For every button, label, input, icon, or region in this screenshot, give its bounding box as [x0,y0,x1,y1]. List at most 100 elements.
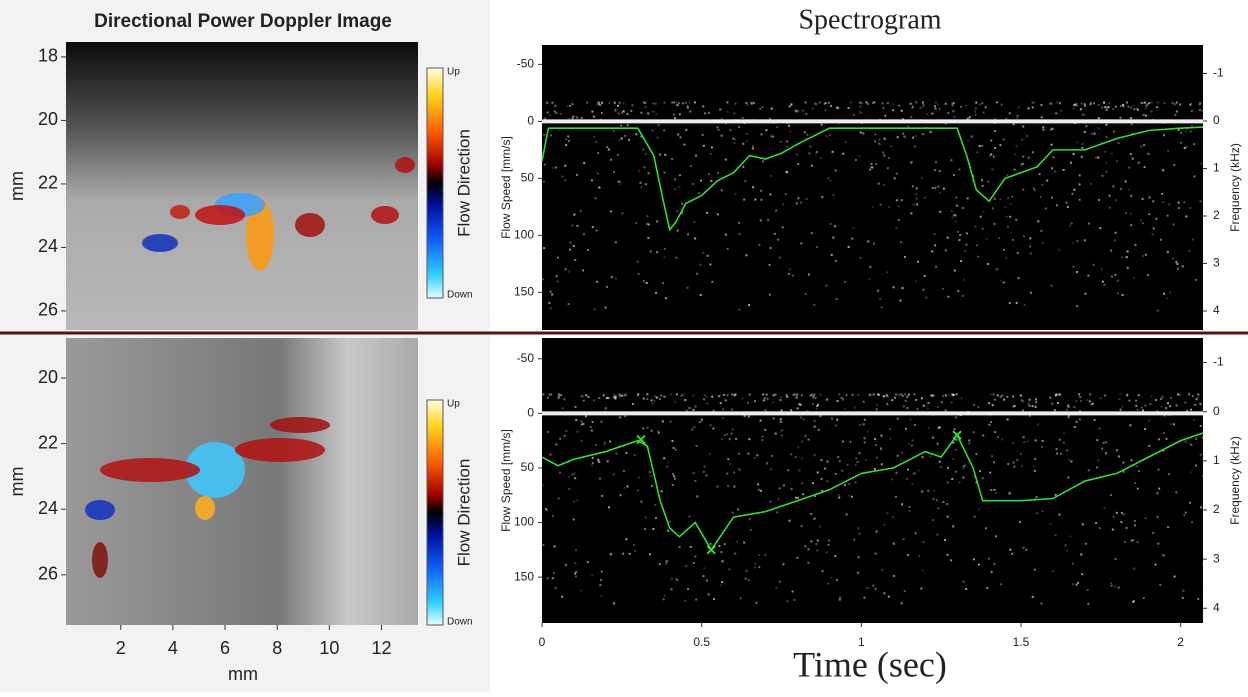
speckle-dot [991,207,994,210]
speckle-dot [1193,143,1196,146]
x-tick-label: 2 [1177,635,1184,649]
speckle-dot [825,284,828,287]
speckle-dot [591,225,594,228]
speckle-dot [593,135,596,138]
speckle-dot [1033,464,1036,467]
speckle-dot [764,409,767,412]
speckle-dot [675,256,678,259]
speckle-dot [966,197,969,200]
speckle-dot [741,397,744,400]
speckle-dot [663,101,666,104]
speckle-dot [1190,124,1193,127]
speckle-dot [1183,147,1186,150]
speckle-dot [1174,113,1177,116]
speckle-dot [653,399,656,402]
speckle-dot [845,394,848,397]
speckle-dot [1101,447,1104,450]
speckle-dot [652,102,655,105]
speckle-dot [614,241,617,244]
speckle-dot [1134,524,1137,527]
speckle-dot [880,448,883,451]
speckle-dot [1198,103,1201,106]
speckle-dot [934,161,937,164]
speckle-dot [563,398,566,401]
speckle-dot [799,404,802,407]
speckle-dot [568,140,571,143]
speckle-dot [716,172,719,175]
speckle-dot [1144,107,1147,110]
speckle-dot [1097,103,1100,106]
speckle-dot [1012,461,1015,464]
speckle-dot [674,477,677,480]
speckle-dot [1080,101,1083,104]
speckle-dot [803,131,806,134]
speckle-dot [1108,206,1111,209]
speckle-dot [733,142,736,145]
speckle-dot [939,466,942,469]
speckle-dot [986,586,989,589]
speckle-dot [1050,143,1053,146]
speckle-dot [767,219,770,222]
speckle-dot [839,596,842,599]
speckle-dot [665,560,668,563]
speckle-dot [1087,222,1090,225]
speckle-dot [1069,161,1072,164]
speckle-dot [988,557,991,560]
speckle-dot [795,110,798,113]
speckle-dot [613,171,616,174]
speckle-dot [702,251,705,254]
speckle-dot [804,545,807,548]
speckle-dot [912,136,915,139]
speckle-dot [644,442,647,445]
speckle-dot [946,553,949,556]
speckle-dot [764,553,767,556]
speckle-dot [1181,265,1184,268]
speckle-dot [780,429,783,432]
speckle-dot [994,118,997,121]
speckle-dot [958,239,961,242]
speckle-dot [981,227,984,230]
speckle-dot [757,488,760,491]
speckle-dot [688,101,691,104]
speckle-dot [999,179,1002,182]
speckle-dot [701,133,704,136]
speckle-dot [1022,546,1025,549]
speckle-dot [838,598,841,601]
speckle-dot [1020,453,1023,456]
speckle-dot [1145,114,1148,117]
speckle-dot [798,403,801,406]
y2-tick-label: -1 [1213,355,1224,369]
speckle-dot [1004,206,1007,209]
speckle-dot [1095,521,1098,524]
speckle-dot [1034,398,1037,401]
speckle-dot [607,397,610,400]
speckle-dot [1190,443,1193,446]
speckle-dot [907,125,910,128]
speckle-dot [871,166,874,169]
speckle-dot [873,242,876,245]
speckle-dot [759,107,762,110]
speckle-dot [545,509,548,512]
speckle-dot [1200,506,1203,509]
speckle-dot [1048,102,1051,105]
colorbar-label: Flow Direction [454,129,473,237]
speckle-dot [590,179,593,182]
speckle-dot [1075,583,1078,586]
speckle-dot [1148,102,1151,105]
speckle-dot [845,513,848,516]
speckle-dot [566,105,569,108]
speckle-dot [1014,153,1017,156]
y2-axis-label: Frequency (kHz) [1228,436,1242,525]
speckle-dot [982,111,985,114]
speckle-dot [654,503,657,506]
speckle-dot [934,101,937,104]
speckle-dot [1078,183,1081,186]
speckle-dot [660,189,663,192]
speckle-dot [858,452,861,455]
speckle-dot [891,478,894,481]
speckle-dot [812,397,815,400]
speckle-dot [1073,426,1076,429]
speckle-dot [1175,404,1178,407]
x-tick-label: 1.5 [1013,635,1030,649]
speckle-dot [707,593,710,596]
